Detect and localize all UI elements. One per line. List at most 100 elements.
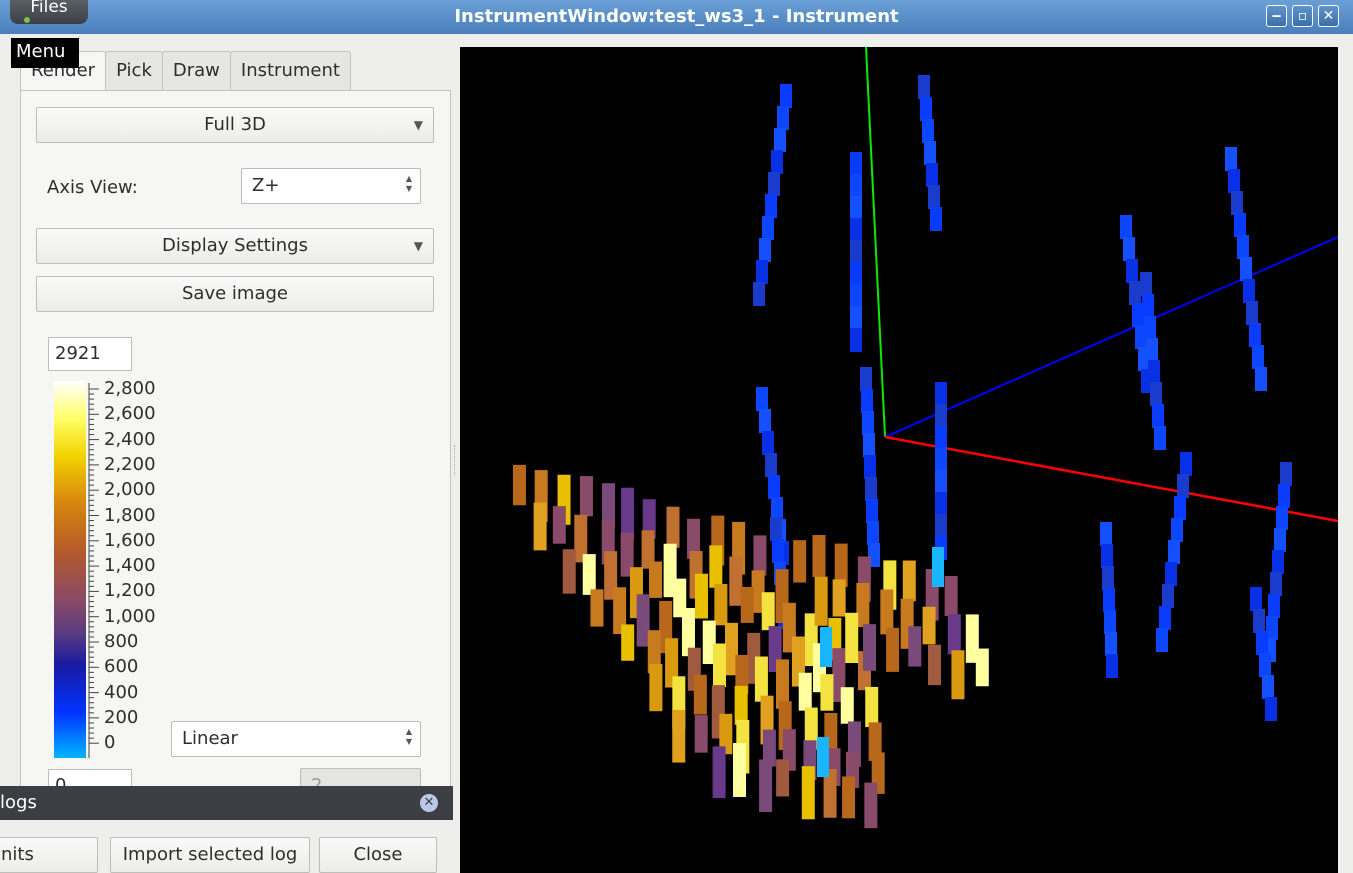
blue-tube: [866, 499, 878, 523]
warm-tube: [865, 686, 879, 728]
warm-tube: [776, 759, 790, 797]
scale-type-select[interactable]: Linear ▲ ▼: [171, 721, 421, 757]
blue-tube: [1250, 587, 1262, 611]
colorbar-label: 1,400: [104, 555, 156, 577]
warm-tube: [693, 674, 707, 715]
window-titlebar: InstrumentWindow:test_ws3_1 - Instrument…: [0, 0, 1353, 34]
close-icon: ✕: [1322, 8, 1335, 24]
colorbar-label: 200: [104, 706, 139, 728]
files-label: Files: [30, 0, 68, 17]
blue-tube: [863, 433, 875, 457]
tab-draw[interactable]: Draw: [161, 51, 231, 91]
blue-tube: [862, 411, 874, 435]
warm-tube: [719, 713, 733, 755]
blue-tube: [1162, 584, 1174, 608]
import-selected-log-button[interactable]: Import selected log: [110, 837, 310, 873]
save-image-button[interactable]: Save image: [36, 276, 434, 312]
warm-tube: [649, 663, 663, 712]
warm-tube: [814, 576, 828, 626]
warm-tube: [562, 549, 576, 594]
blue-tube: [1102, 566, 1114, 590]
colorbar-label: 2,200: [104, 453, 156, 475]
blue-tube: [928, 185, 940, 209]
blue-tube: [935, 448, 947, 472]
warm-tube: [621, 487, 635, 542]
blue-tube: [1106, 654, 1118, 678]
blue-tube: [1104, 610, 1116, 634]
tab-instrument[interactable]: Instrument: [229, 51, 351, 91]
warm-tube: [762, 729, 776, 767]
logs-dock-title: logs: [0, 792, 37, 813]
tab-pick-label: Pick: [116, 60, 152, 81]
blue-tube: [850, 152, 862, 176]
warm-tube: [944, 575, 958, 616]
colorbar-label: 2,400: [104, 428, 156, 450]
blue-tube: [867, 521, 879, 545]
warm-tube: [820, 674, 834, 711]
warm-tube: [801, 766, 815, 820]
blue-tube: [918, 75, 930, 99]
y-axis-line: [865, 47, 886, 438]
blue-tube: [1103, 588, 1115, 612]
axis-view-select[interactable]: Z+ ▲ ▼: [241, 168, 421, 204]
menu-tooltip: Menu: [11, 38, 79, 68]
units-button[interactable]: nits: [0, 837, 98, 873]
blue-tube: [759, 409, 771, 433]
blue-tube: [1142, 294, 1154, 318]
window-title: InstrumentWindow:test_ws3_1 - Instrument: [454, 6, 899, 27]
close-dock-button[interactable]: Close: [319, 837, 437, 873]
colorbar: [54, 381, 86, 758]
panel-splitter[interactable]: [454, 445, 458, 475]
colorbar-ticks: [88, 383, 99, 758]
blue-tube: [850, 240, 862, 264]
blue-tube: [756, 387, 768, 411]
warm-tube: [733, 743, 747, 797]
warm-tube: [947, 614, 961, 655]
display-settings-menu[interactable]: Display Settings ▼: [36, 228, 434, 264]
colorbar-label: 800: [104, 631, 139, 652]
render-tabbar: Render Pick Draw Instrument: [20, 51, 351, 92]
minimize-button[interactable]: ‒: [1266, 5, 1287, 27]
warm-tube: [751, 570, 765, 613]
warm-tube: [734, 685, 748, 725]
blue-tube: [1132, 303, 1144, 327]
blue-tube: [774, 128, 786, 152]
blue-tube: [1246, 301, 1258, 325]
blue-tube: [1150, 382, 1162, 406]
warm-tube: [832, 579, 846, 617]
maximize-button[interactable]: ▫: [1292, 5, 1313, 27]
blue-tube: [1123, 237, 1135, 261]
files-taskbar-button[interactable]: Files: [10, 0, 88, 24]
warm-tube: [823, 769, 837, 818]
tab-draw-label: Draw: [172, 60, 220, 81]
warm-tube: [845, 612, 859, 664]
blue-tube: [935, 514, 947, 538]
warm-tube: [673, 578, 687, 618]
warm-tube: [902, 560, 916, 602]
blue-tube: [850, 284, 862, 308]
instrument-3d-viewport[interactable]: [460, 47, 1338, 873]
blue-tube: [850, 328, 862, 352]
warm-tube: [754, 656, 768, 702]
blue-tube: [1272, 550, 1284, 574]
blue-tube: [1165, 562, 1177, 586]
blue-tube: [861, 389, 873, 413]
blue-tube: [1265, 697, 1277, 721]
close-window-button[interactable]: ✕: [1318, 5, 1339, 27]
projection-select[interactable]: Full 3D ▼: [36, 107, 434, 143]
max-value-input[interactable]: 2921: [48, 337, 132, 371]
blue-tube: [935, 426, 947, 450]
warm-tube: [729, 556, 743, 606]
blue-tube: [1177, 474, 1189, 498]
import-selected-log-label: Import selected log: [122, 844, 298, 865]
logs-dock-body: nits Import selected log Close: [0, 820, 453, 873]
tab-pick[interactable]: Pick: [105, 51, 163, 91]
blue-tube: [1234, 213, 1246, 237]
blue-tube: [1100, 522, 1112, 546]
close-dock-label: Close: [353, 844, 403, 865]
blue-tube: [1156, 628, 1168, 652]
blue-tube: [850, 262, 862, 286]
blue-tube: [1126, 259, 1138, 283]
dock-close-icon[interactable]: ✕: [420, 794, 438, 812]
blue-tube: [1268, 594, 1280, 618]
